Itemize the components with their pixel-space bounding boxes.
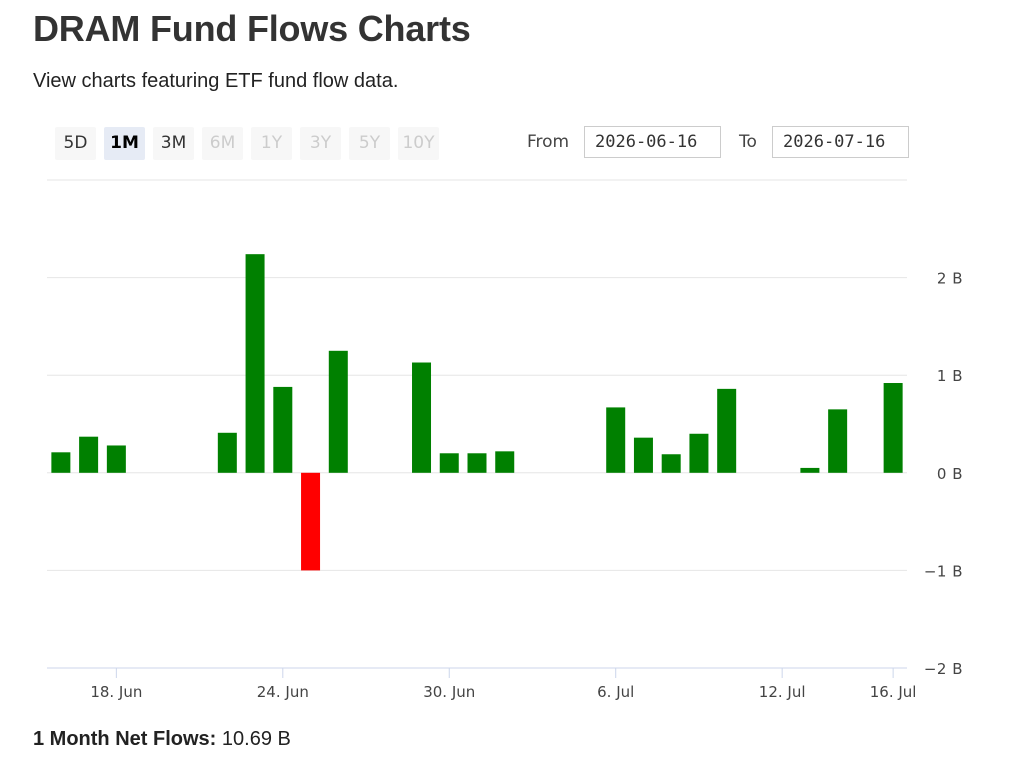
- x-tick-label: 24. Jun: [257, 683, 309, 701]
- bar: [661, 454, 681, 473]
- range-selector: 5D 1M 3M 6M 1Y 3Y 5Y 10Y: [55, 127, 447, 160]
- x-tick-label: 16. Jul: [870, 683, 917, 701]
- y-tick-label: −2 B: [924, 660, 963, 678]
- x-tick-label: 30. Jun: [423, 683, 475, 701]
- bar: [689, 433, 709, 473]
- y-tick-label: 2 B: [937, 270, 963, 288]
- bar: [51, 452, 71, 473]
- bar: [106, 445, 126, 473]
- x-tick-label: 12. Jul: [759, 683, 806, 701]
- bar: [217, 432, 237, 473]
- to-date-input[interactable]: 2026-07-16: [772, 126, 909, 158]
- bar: [412, 362, 432, 473]
- bar: [883, 383, 903, 473]
- from-date-input[interactable]: 2026-06-16: [584, 126, 721, 158]
- bar: [606, 407, 626, 473]
- y-tick-label: 1 B: [937, 367, 963, 385]
- range-button-5d[interactable]: 5D: [55, 127, 96, 160]
- bar: [273, 386, 293, 473]
- range-button-5y: 5Y: [349, 127, 390, 160]
- bar: [717, 388, 737, 473]
- x-tick-label: 6. Jul: [597, 683, 634, 701]
- page-title: DRAM Fund Flows Charts: [33, 8, 471, 49]
- y-tick-label: 0 B: [937, 465, 963, 483]
- range-button-1y: 1Y: [251, 127, 292, 160]
- bar: [800, 467, 820, 473]
- bar: [328, 350, 348, 473]
- bar: [828, 409, 848, 473]
- range-button-1m[interactable]: 1M: [104, 127, 145, 160]
- x-tick-label: 18. Jun: [90, 683, 142, 701]
- bar: [467, 453, 487, 473]
- range-button-10y: 10Y: [398, 127, 439, 160]
- bar: [633, 437, 653, 473]
- net-flows-label: 1 Month Net Flows:: [33, 728, 217, 750]
- net-flows-value: 10.69 B: [221, 728, 291, 750]
- page-subtitle: View charts featuring ETF fund flow data…: [33, 70, 399, 92]
- to-label: To: [739, 132, 757, 152]
- range-button-3m[interactable]: 3M: [153, 127, 194, 160]
- from-label: From: [527, 132, 570, 152]
- range-button-3y: 3Y: [300, 127, 341, 160]
- y-tick-label: −1 B: [924, 562, 963, 580]
- fund-flows-chart: 2 B 1 B 0 B −1 B −2 B 18. Jun 24. Jun 30. Jun 6.…: [47, 179, 963, 701]
- bar: [79, 436, 99, 473]
- bar: [301, 472, 321, 571]
- range-button-6m: 6M: [202, 127, 243, 160]
- bar: [439, 453, 459, 473]
- bar: [245, 254, 265, 473]
- net-flows-summary: 1 Month Net Flows: 10.69 B: [33, 728, 291, 751]
- bar: [495, 451, 515, 473]
